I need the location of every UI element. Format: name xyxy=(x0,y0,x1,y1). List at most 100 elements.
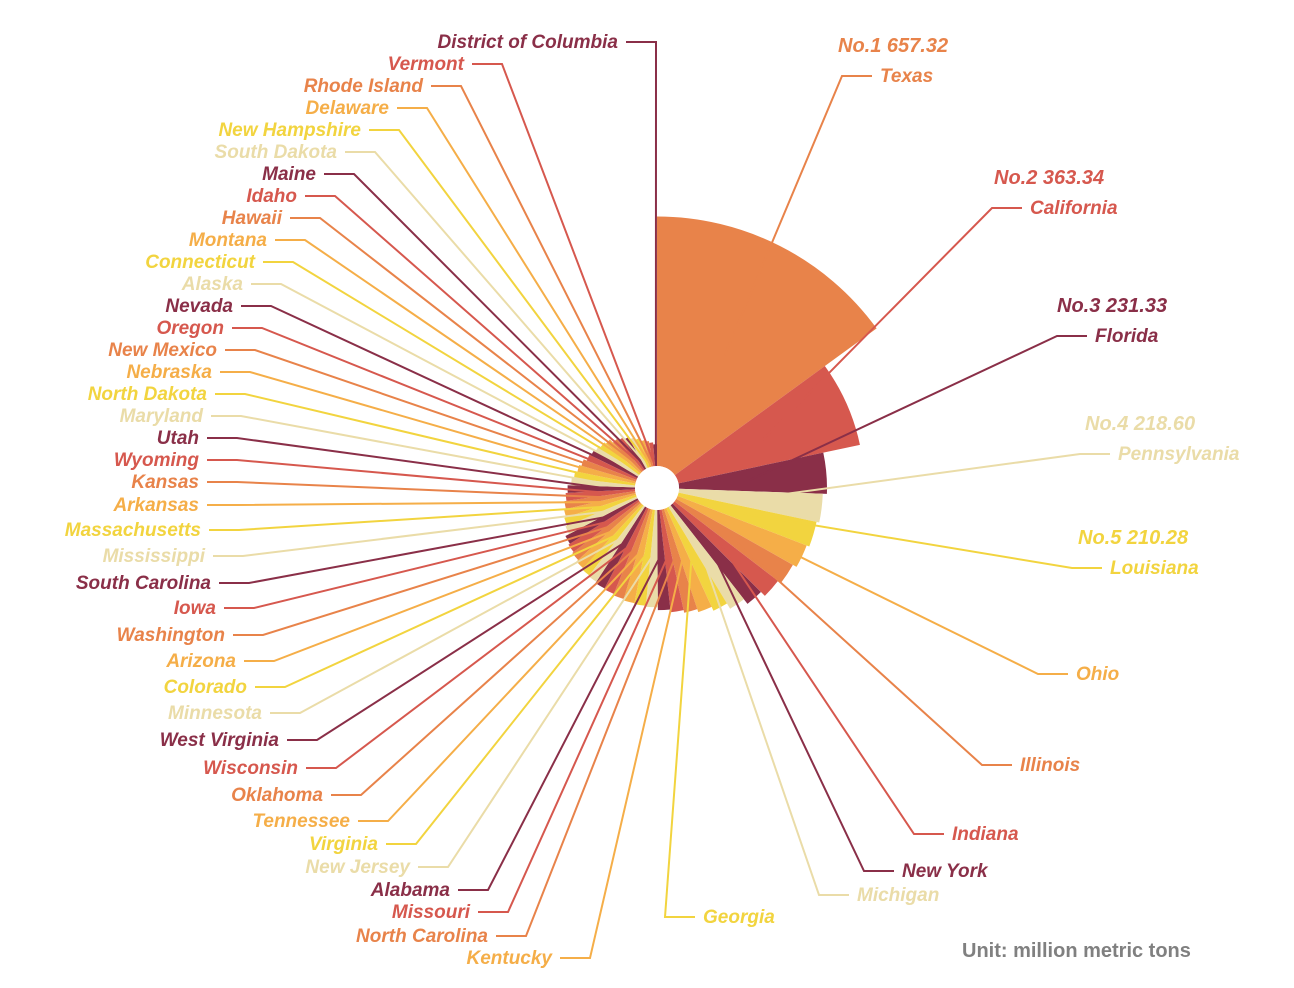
leader-line-rhode-island xyxy=(431,85,653,463)
leader-line-tennessee xyxy=(358,549,643,822)
state-label-new-york: New York xyxy=(902,861,989,882)
leader-line-california xyxy=(760,207,1022,443)
leader-line-new-york xyxy=(709,548,894,872)
leader-line-nebraska xyxy=(220,371,614,479)
state-label-georgia: Georgia xyxy=(703,907,775,928)
center-hole xyxy=(635,466,679,510)
leader-line-iowa xyxy=(224,520,610,609)
leader-line-virginia xyxy=(386,551,649,845)
state-label-texas: Texas xyxy=(880,66,933,87)
wedge-nevada xyxy=(591,449,639,479)
state-label-virginia: Virginia xyxy=(309,834,378,855)
unit-note: Unit: million metric tons xyxy=(962,940,1191,962)
state-label-kansas: Kansas xyxy=(131,472,199,493)
wedge-oklahoma xyxy=(613,508,651,599)
state-label-maine: Maine xyxy=(262,164,316,185)
state-label-utah: Utah xyxy=(157,428,199,449)
leader-line-illinois xyxy=(727,534,1012,766)
state-label-connecticut: Connecticut xyxy=(145,252,255,273)
state-label-hawaii: Hawaii xyxy=(222,208,283,229)
state-label-rhode-island: Rhode Island xyxy=(304,76,424,97)
state-label-north-carolina: North Carolina xyxy=(356,926,488,947)
leader-line-kentucky xyxy=(560,554,685,959)
leader-line-new-hampshire xyxy=(369,129,647,462)
leader-line-utah xyxy=(207,437,608,490)
state-label-missouri: Missouri xyxy=(392,902,471,923)
state-label-oklahoma: Oklahoma xyxy=(231,785,323,806)
wedge-oregon xyxy=(586,454,638,480)
label-layer: Texas No.1 657.32 California No.2 363.34 Flo… xyxy=(65,32,1240,969)
state-label-illinois: Illinois xyxy=(1020,755,1080,776)
leader-line-oklahoma xyxy=(331,547,637,796)
wedge-wyoming xyxy=(565,489,636,501)
wedge-arkansas xyxy=(563,492,637,518)
wedge-new-york xyxy=(670,503,761,604)
leader-line-hawaii xyxy=(290,217,635,463)
leader-line-south-dakota xyxy=(345,151,644,462)
wedge-indiana xyxy=(672,501,779,596)
leader-line-idaho xyxy=(305,195,638,462)
leader-line-layer xyxy=(207,41,1110,959)
wedge-connecticut xyxy=(600,442,641,476)
rank-label-pennsylvania: No.4 218.60 xyxy=(1085,413,1195,435)
wedge-layer xyxy=(563,216,877,613)
leader-line-pennsylvania xyxy=(747,453,1110,501)
wedge-west-virginia xyxy=(595,506,647,589)
state-label-new-jersey: New Jersey xyxy=(305,857,411,878)
state-label-louisiana: Louisiana xyxy=(1110,558,1199,579)
state-label-south-carolina: South Carolina xyxy=(76,573,212,594)
leader-line-wyoming xyxy=(207,459,608,494)
state-label-nevada: Nevada xyxy=(165,296,233,317)
rank-label-florida: No.3 231.33 xyxy=(1057,295,1167,317)
rank-label-louisiana: No.5 210.28 xyxy=(1078,527,1189,549)
state-label-washington: Washington xyxy=(117,625,225,646)
leader-line-georgia xyxy=(663,553,695,918)
state-label-mississippi: Mississippi xyxy=(103,546,206,567)
wedge-louisiana xyxy=(677,492,817,547)
leader-line-ohio xyxy=(736,524,1068,675)
leader-line-arizona xyxy=(244,529,615,662)
state-label-delaware: Delaware xyxy=(306,98,390,119)
leader-line-maryland xyxy=(211,415,611,486)
leader-line-louisiana xyxy=(742,512,1102,569)
leader-line-connecticut xyxy=(263,261,628,465)
state-label-iowa: Iowa xyxy=(174,598,217,619)
state-label-colorado: Colorado xyxy=(164,677,247,698)
state-label-north-dakota: North Dakota xyxy=(88,384,208,405)
leader-line-indiana xyxy=(719,542,944,835)
leader-line-new-mexico xyxy=(225,349,617,475)
state-label-arkansas: Arkansas xyxy=(112,495,199,516)
state-label-florida: Florida xyxy=(1095,326,1159,347)
wedge-kansas xyxy=(564,491,636,509)
wedge-wisconsin xyxy=(604,507,649,594)
state-label-west-virginia: West Virginia xyxy=(160,730,280,751)
wedge-kentucky xyxy=(663,507,712,613)
leader-line-arkansas xyxy=(207,500,607,506)
state-label-new-hampshire: New Hampshire xyxy=(218,120,361,141)
state-label-wisconsin: Wisconsin xyxy=(203,758,298,779)
wedge-minnesota xyxy=(588,505,646,582)
state-label-idaho: Idaho xyxy=(246,186,297,207)
leader-line-missouri xyxy=(478,555,670,913)
leader-line-texas xyxy=(723,75,872,356)
wedge-colorado xyxy=(581,504,644,576)
rank-label-california: No.2 363.34 xyxy=(994,167,1104,189)
leader-line-florida xyxy=(749,335,1087,481)
state-label-alabama: Alabama xyxy=(370,880,451,901)
state-label-minnesota: Minnesota xyxy=(168,703,262,724)
state-label-michigan: Michigan xyxy=(857,885,939,906)
wedge-california xyxy=(674,366,860,484)
leader-line-michigan xyxy=(700,551,849,896)
state-label-vermont: Vermont xyxy=(388,54,465,75)
wedge-texas xyxy=(657,216,877,476)
leader-line-wisconsin xyxy=(306,544,632,769)
state-label-south-dakota: South Dakota xyxy=(215,142,338,163)
state-label-maryland: Maryland xyxy=(120,406,204,427)
leader-line-minnesota xyxy=(270,537,622,714)
leader-line-nevada xyxy=(241,305,622,470)
state-label-district-of-columbia: District of Columbia xyxy=(437,32,618,53)
wedge-michigan xyxy=(668,505,744,609)
wedge-pennsylvania xyxy=(678,488,823,523)
leader-line-alabama xyxy=(458,554,662,891)
